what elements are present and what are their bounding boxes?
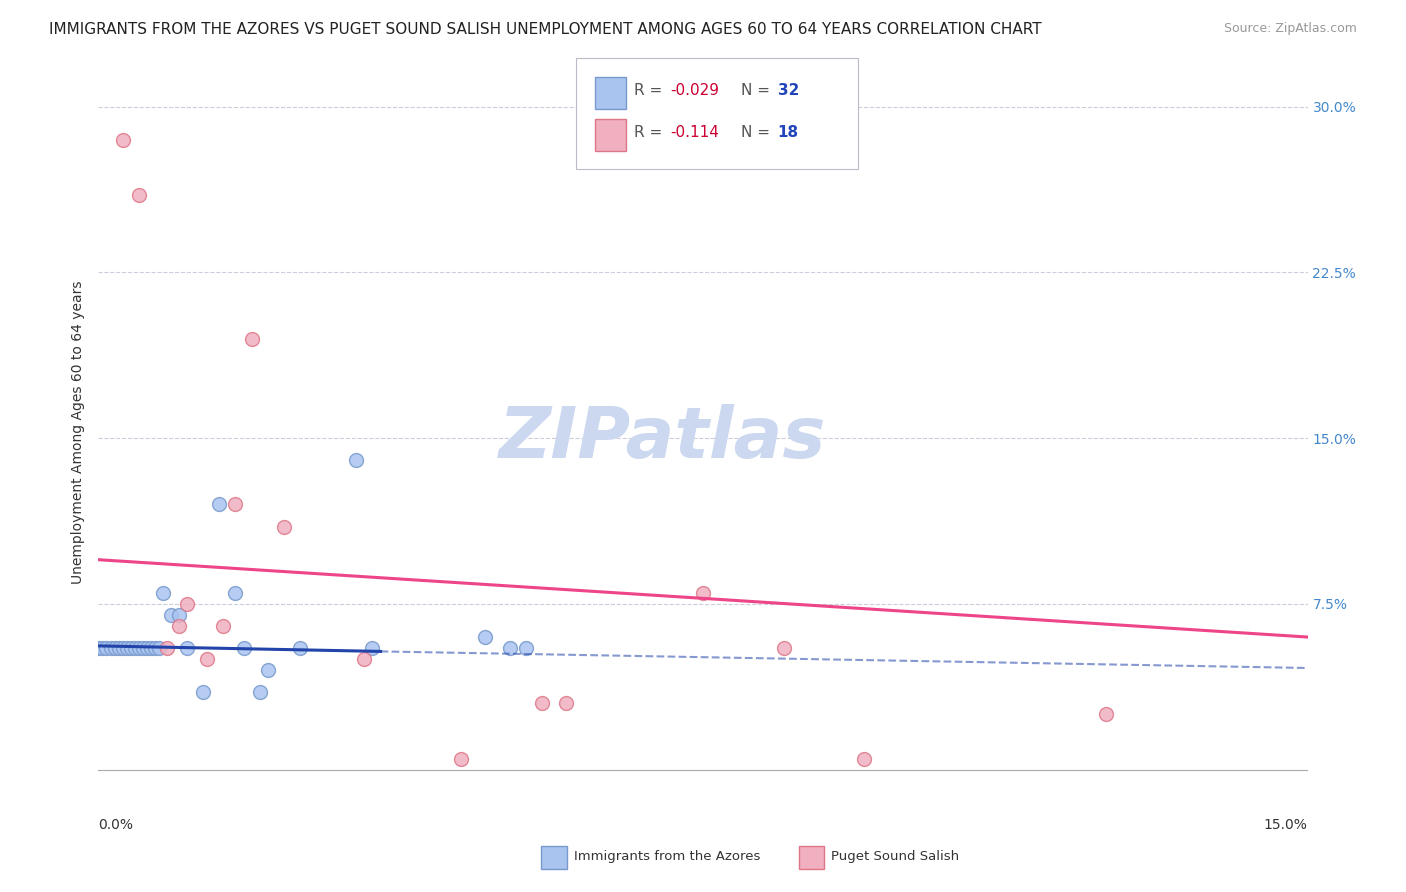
Point	[224, 586, 246, 600]
Point	[249, 685, 271, 699]
Point	[361, 641, 384, 656]
Point	[103, 641, 125, 656]
Point	[143, 641, 166, 656]
Text: 32: 32	[778, 84, 799, 98]
Point	[132, 641, 155, 656]
Text: -0.114: -0.114	[671, 126, 720, 140]
Point	[224, 498, 246, 512]
Point	[128, 641, 150, 656]
Point	[96, 641, 118, 656]
Point	[555, 697, 578, 711]
Point	[515, 641, 537, 656]
Point	[156, 641, 179, 656]
Text: Source: ZipAtlas.com: Source: ZipAtlas.com	[1223, 22, 1357, 36]
Point	[135, 641, 157, 656]
Point	[195, 652, 218, 666]
Point	[273, 519, 295, 533]
Text: IMMIGRANTS FROM THE AZORES VS PUGET SOUND SALISH UNEMPLOYMENT AMONG AGES 60 TO 6: IMMIGRANTS FROM THE AZORES VS PUGET SOUN…	[49, 22, 1042, 37]
Point	[450, 751, 472, 765]
Point	[474, 630, 496, 644]
Text: Puget Sound Salish: Puget Sound Salish	[831, 850, 959, 863]
Point	[100, 641, 122, 656]
Text: -0.029: -0.029	[671, 84, 720, 98]
Point	[91, 641, 114, 656]
Point	[692, 586, 714, 600]
Text: N =: N =	[741, 126, 775, 140]
Point	[232, 641, 254, 656]
Point	[128, 188, 150, 202]
Text: 0.0%: 0.0%	[98, 818, 134, 832]
Point	[853, 751, 876, 765]
Text: R =: R =	[634, 126, 668, 140]
Point	[152, 586, 174, 600]
Point	[208, 498, 231, 512]
Point	[167, 607, 190, 622]
Point	[240, 332, 263, 346]
Point	[498, 641, 520, 656]
Point	[212, 619, 235, 633]
Point	[344, 453, 367, 467]
Point	[193, 685, 215, 699]
Point	[87, 641, 110, 656]
Point	[148, 641, 170, 656]
Point	[167, 619, 190, 633]
Y-axis label: Unemployment Among Ages 60 to 64 years: Unemployment Among Ages 60 to 64 years	[72, 281, 86, 584]
Point	[176, 597, 198, 611]
Text: 15.0%: 15.0%	[1264, 818, 1308, 832]
Point	[353, 652, 375, 666]
Point	[160, 607, 183, 622]
Point	[288, 641, 311, 656]
Point	[111, 133, 134, 147]
Point	[772, 641, 794, 656]
Text: ZIPatlas: ZIPatlas	[499, 404, 827, 473]
Point	[256, 663, 278, 677]
Point	[111, 641, 134, 656]
Text: R =: R =	[634, 84, 668, 98]
Text: 18: 18	[778, 126, 799, 140]
Point	[107, 641, 129, 656]
Point	[139, 641, 162, 656]
Point	[120, 641, 142, 656]
Text: Immigrants from the Azores: Immigrants from the Azores	[574, 850, 761, 863]
Text: N =: N =	[741, 84, 775, 98]
Point	[115, 641, 138, 656]
Point	[1095, 707, 1118, 722]
Point	[124, 641, 146, 656]
Point	[530, 697, 553, 711]
Point	[176, 641, 198, 656]
